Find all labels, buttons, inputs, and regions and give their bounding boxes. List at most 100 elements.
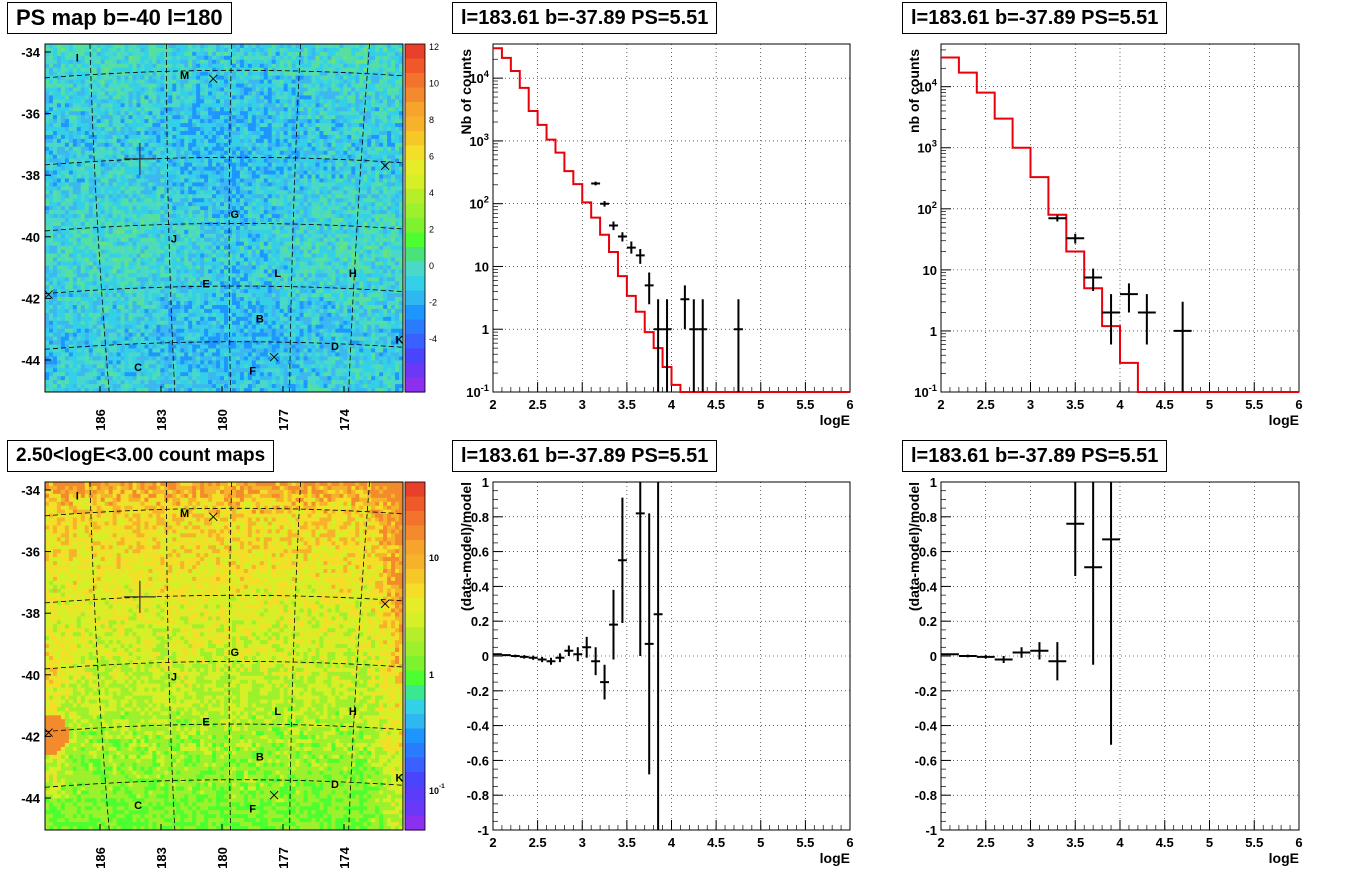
map-pixel	[96, 103, 102, 108]
map-pixel	[160, 123, 165, 128]
map-pixel	[200, 158, 205, 164]
map-pixel	[192, 67, 197, 73]
map-pixel	[315, 47, 320, 53]
map-pixel	[291, 115, 297, 120]
map-pixel	[216, 99, 221, 104]
map-pixel	[144, 221, 149, 227]
map-pixel	[307, 51, 313, 57]
map-pixel	[395, 154, 400, 160]
map-pixel	[224, 142, 229, 148]
map-pixel	[136, 202, 141, 207]
map-pixel	[204, 221, 209, 227]
map-pixel	[335, 214, 340, 219]
map-pixel	[132, 206, 137, 211]
map-pixel	[52, 111, 58, 116]
map-pixel	[108, 170, 114, 175]
map-pixel	[96, 146, 102, 152]
map-pixel	[80, 206, 86, 211]
map-pixel	[347, 190, 352, 195]
map-pixel	[275, 47, 281, 53]
map-pixel	[116, 241, 122, 247]
map-pixel	[88, 162, 94, 168]
map-pixel	[132, 229, 137, 235]
map-pixel	[196, 174, 201, 179]
map-pixel	[52, 103, 58, 108]
map-pixel	[395, 162, 400, 168]
map-pixel	[200, 257, 205, 262]
map-pixel	[52, 75, 58, 81]
map-pixel	[387, 95, 392, 100]
map-pixel	[291, 79, 297, 85]
map-pixel	[323, 79, 328, 85]
map-pixel	[315, 131, 320, 136]
map-pixel	[200, 99, 205, 104]
map-pixel	[92, 261, 98, 266]
map-pixel	[156, 190, 161, 195]
map-pixel	[124, 210, 130, 215]
map-pixel	[391, 182, 396, 187]
map-pixel	[391, 107, 396, 112]
map-pixel	[168, 55, 173, 61]
map-pixel	[259, 95, 265, 100]
map-pixel	[239, 202, 245, 207]
map-pixel	[68, 221, 74, 227]
map-pixel	[279, 150, 285, 156]
map-pixel	[160, 194, 165, 199]
map-pixel	[208, 134, 213, 140]
map-pixel	[367, 146, 372, 152]
map-pixel	[275, 83, 281, 88]
map-pixel	[315, 67, 320, 73]
map-pixel	[235, 111, 241, 116]
map-pixel	[363, 241, 368, 247]
map-pixel	[88, 111, 94, 116]
map-pixel	[96, 71, 102, 77]
map-pixel	[235, 214, 241, 219]
map-pixel	[200, 229, 205, 235]
map-pixel	[60, 47, 66, 53]
map-pixel	[259, 178, 265, 183]
map-pixel	[251, 63, 257, 69]
map-pixel	[184, 138, 189, 144]
map-pixel	[128, 166, 134, 172]
map-pixel	[132, 186, 137, 191]
map-pixel	[92, 103, 98, 108]
map-pixel	[152, 218, 157, 223]
map-pixel	[231, 225, 237, 231]
map-pixel	[45, 134, 50, 140]
map-pixel	[271, 67, 277, 73]
map-pixel	[283, 174, 289, 179]
map-pixel	[120, 127, 126, 132]
map-pixel	[359, 190, 364, 195]
map-pixel	[387, 210, 392, 215]
map-pixel	[132, 233, 137, 239]
map-pixel	[92, 198, 98, 203]
map-pixel	[56, 131, 62, 136]
map-pixel	[196, 59, 201, 65]
map-pixel	[331, 131, 336, 136]
map-pixel	[160, 170, 165, 175]
map-pixel	[307, 214, 313, 219]
map-pixel	[287, 51, 293, 57]
map-pixel	[216, 63, 221, 69]
map-pixel	[148, 51, 153, 57]
map-pixel	[307, 237, 313, 243]
map-pixel	[375, 115, 380, 120]
map-pixel	[144, 237, 149, 243]
map-pixel	[347, 142, 352, 148]
map-pixel	[152, 63, 157, 69]
map-pixel	[331, 206, 336, 211]
map-pixel	[271, 142, 277, 148]
map-pixel	[247, 111, 253, 116]
map-pixel	[327, 59, 332, 65]
map-pixel	[383, 154, 388, 160]
map-pixel	[128, 229, 134, 235]
map-pixel	[239, 51, 245, 57]
map-pixel	[339, 158, 344, 164]
map-pixel	[220, 190, 225, 195]
map-pixel	[315, 55, 320, 61]
map-pixel	[295, 63, 301, 69]
map-pixel	[152, 249, 157, 255]
map-pixel	[343, 95, 348, 100]
map-pixel	[287, 44, 293, 49]
map-pixel	[80, 245, 86, 251]
